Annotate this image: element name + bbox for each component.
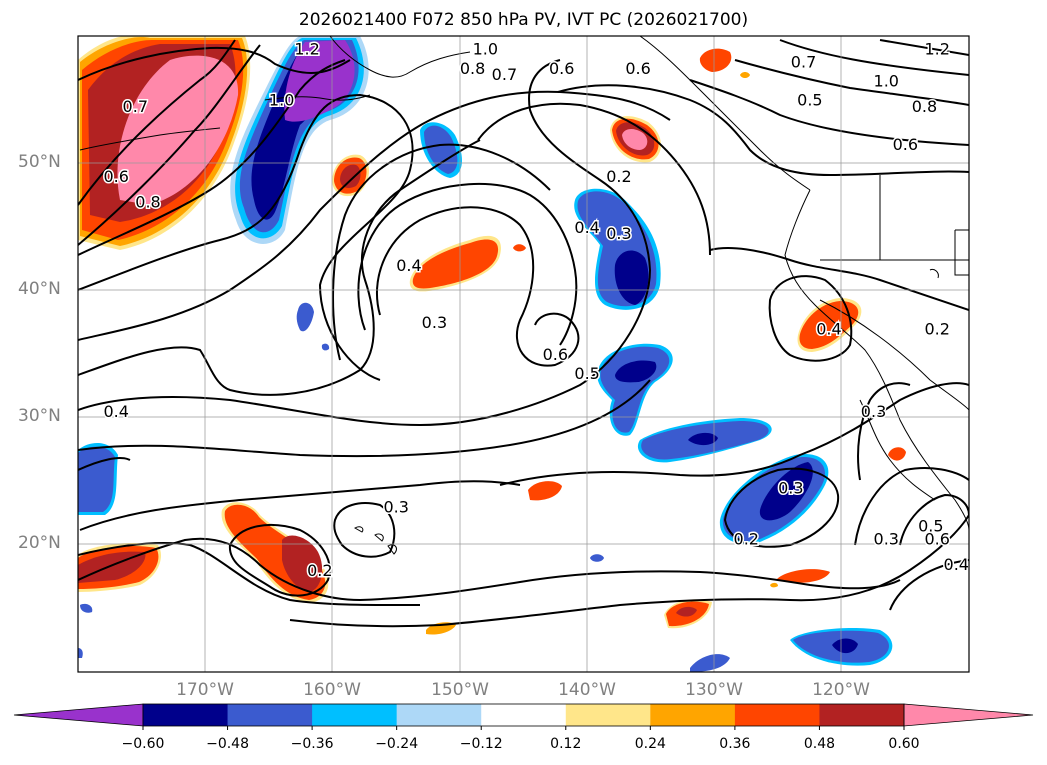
positive-pv-region-central	[409, 235, 526, 292]
contour-label: 0.3	[606, 224, 631, 243]
lon-label-150w: 150°W	[431, 680, 489, 700]
contour-label: 0.4	[396, 256, 421, 275]
negative-pv-small-north	[420, 122, 462, 178]
contour-label: 0.4	[816, 320, 841, 339]
contour-labels: 1.2 1.00.8 0.7 0.60.7 1.00.60.80.40.30.4 0.30…	[102, 38, 969, 582]
contour-label: 0.3	[861, 402, 886, 421]
colorbar-tick-label: −0.48	[206, 736, 249, 752]
colorbar	[13, 703, 1034, 730]
contour-label: 0.4	[944, 555, 969, 574]
lon-label-130w: 130°W	[685, 680, 743, 700]
negative-pv-region-subtropical	[597, 343, 673, 436]
colorbar-tick-label: −0.60	[121, 736, 165, 752]
positive-pv-small-alaska	[699, 48, 732, 72]
contour-label: 0.6	[625, 59, 650, 78]
lon-label-160w: 160°W	[303, 680, 361, 700]
colorbar-tick-label: 0.60	[888, 736, 920, 752]
colorbar-extend-high	[903, 703, 1034, 727]
contour-label: 1.2	[924, 40, 949, 59]
colorbar-segment	[650, 704, 736, 726]
contour-label: 0.3	[778, 479, 803, 498]
colorbar-tick-label: −0.36	[290, 736, 334, 752]
colorbar-tick-label: −0.24	[375, 736, 419, 752]
contour-label: 0.3	[422, 313, 447, 332]
contour-label: 0.5	[918, 517, 943, 536]
contour-label: 1.0	[269, 91, 294, 110]
colorbar-segment	[565, 704, 651, 726]
graticule	[78, 36, 969, 672]
colorbar-tick-label: 0.48	[803, 736, 836, 752]
negative-pv-region-southeast	[719, 454, 829, 544]
contour-label: 1.0	[473, 40, 498, 59]
lon-label-140w: 140°W	[558, 680, 616, 700]
colorbar-tick-label: 0.12	[550, 736, 582, 752]
contour-label: 0.3	[383, 498, 408, 517]
contour-label: 0.7	[791, 52, 816, 71]
colorbar-segment	[143, 704, 229, 726]
contour-label: 0.2	[734, 529, 759, 548]
lat-label-50n: 50°N	[18, 152, 61, 172]
contour-label: 0.6	[549, 59, 574, 78]
colorbar-segment	[396, 704, 482, 726]
lat-label-20n: 20°N	[18, 533, 61, 553]
colorbar-segment	[312, 704, 398, 726]
lat-label-40n: 40°N	[18, 279, 61, 299]
colorbar-extend-low	[13, 703, 144, 727]
contour-label: 1.2	[294, 40, 319, 59]
lon-label-120w: 120°W	[812, 680, 870, 700]
contour-label: 0.4	[103, 402, 128, 421]
contour-label: 0.6	[893, 135, 918, 154]
contour-label: 0.3	[874, 529, 899, 548]
contour-label: 0.7	[123, 97, 148, 116]
pv-shading	[78, 36, 906, 672]
contour-label: 0.6	[103, 167, 128, 186]
contour-label: 0.8	[135, 192, 160, 211]
contour-label: 0.2	[307, 561, 332, 580]
colorbar-segment	[481, 704, 567, 726]
positive-pv-small-north	[332, 154, 369, 197]
map-frame	[77, 35, 970, 673]
lon-label-170w: 170°W	[176, 680, 234, 700]
lat-label-30n: 30°N	[18, 406, 61, 426]
contour-label: 0.8	[912, 97, 937, 116]
colorbar-tick-label: 0.36	[719, 736, 751, 752]
contour-label: 0.4	[574, 218, 599, 237]
contour-label: 0.6	[924, 529, 949, 548]
contour-label: 0.5	[574, 364, 599, 383]
colorbar-tick-label: 0.24	[634, 736, 666, 752]
colorbar-tick-label: −0.12	[459, 736, 503, 752]
colorbar-segment	[227, 704, 313, 726]
negative-pv-region-west	[78, 443, 118, 515]
negative-pv-region-south	[637, 418, 772, 463]
contour-label: 1.0	[874, 72, 899, 91]
contour-label: 0.2	[924, 320, 949, 339]
coastlines	[79, 36, 969, 555]
map-title: 2026021400 F072 850 hPa PV, IVT PC (2026…	[298, 10, 749, 30]
positive-pv-region-northeast	[610, 116, 662, 163]
positive-pv-region-northwest	[78, 36, 251, 250]
contour-label: 0.8	[460, 59, 485, 78]
contour-label: 0.2	[606, 167, 631, 186]
contour-label: 0.7	[492, 65, 517, 84]
colorbar-segment	[734, 704, 820, 726]
contour-label: 0.5	[797, 91, 822, 110]
colorbar-segment	[819, 704, 905, 726]
contour-label: 0.6	[543, 345, 568, 364]
